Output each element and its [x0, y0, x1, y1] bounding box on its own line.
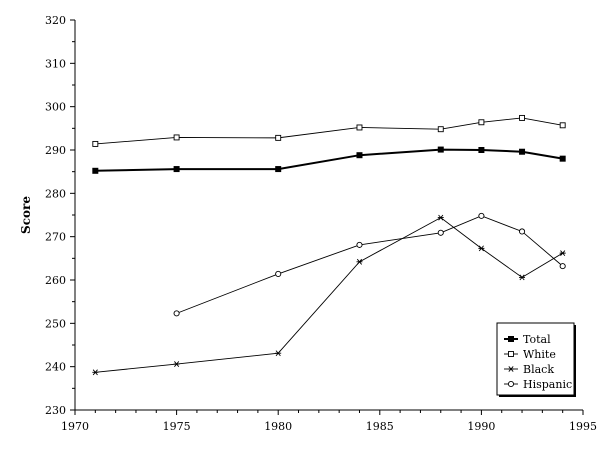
- series-line-total: [95, 148, 563, 172]
- data-point-total: [478, 147, 485, 153]
- y-tick-label: 320: [45, 14, 66, 27]
- data-point-black: [478, 245, 485, 252]
- data-point-black: [173, 361, 180, 367]
- x-tick-label: 1980: [264, 420, 292, 433]
- y-tick-label: 280: [45, 187, 66, 200]
- series-white: [92, 114, 566, 147]
- legend-marker-total: [508, 336, 514, 342]
- y-tick-label: 230: [45, 404, 66, 417]
- data-point-white: [478, 119, 485, 126]
- y-tick-label: 270: [45, 231, 66, 244]
- legend-label-hispanic: Hispanic: [523, 378, 572, 391]
- y-tick-label: 310: [45, 57, 66, 70]
- data-point-white: [437, 126, 444, 133]
- y-tick-label: 240: [45, 361, 66, 374]
- data-point-total: [519, 148, 526, 155]
- data-point-hispanic: [356, 241, 363, 248]
- y-tick-label: 250: [45, 317, 66, 330]
- data-point-black: [559, 250, 566, 257]
- series-black: [92, 214, 566, 376]
- data-point-white: [92, 140, 99, 147]
- legend-marker-black: [508, 366, 514, 372]
- series-line-black: [95, 217, 563, 373]
- x-tick-label: 1970: [61, 420, 89, 433]
- series-line-white: [95, 117, 563, 145]
- legend-label-black: Black: [523, 363, 554, 376]
- data-point-hispanic: [173, 310, 180, 317]
- data-point-hispanic: [275, 270, 282, 277]
- data-point-white: [559, 122, 566, 129]
- y-tick-label: 290: [45, 144, 66, 157]
- x-tick-label: 1995: [569, 420, 597, 433]
- legend-marker-white: [508, 351, 514, 357]
- series-layer: [92, 114, 566, 376]
- data-point-hispanic: [559, 263, 566, 270]
- series-total: [92, 146, 566, 174]
- data-point-black: [519, 274, 526, 281]
- y-axis-title: Score: [19, 196, 33, 234]
- x-tick-label: 1990: [467, 420, 495, 433]
- data-point-black: [356, 258, 363, 265]
- data-point-white: [275, 134, 282, 141]
- legend-label-white: White: [523, 348, 556, 361]
- x-tick-label: 1985: [366, 420, 394, 433]
- data-point-hispanic: [478, 212, 485, 219]
- data-point-total: [92, 167, 99, 174]
- data-point-white: [356, 124, 363, 131]
- data-point-black: [275, 350, 282, 357]
- y-tick-label: 300: [45, 101, 66, 114]
- series-hispanic: [173, 212, 566, 317]
- data-point-total: [275, 166, 282, 173]
- data-point-hispanic: [518, 228, 526, 235]
- data-point-total: [356, 152, 363, 159]
- legend: Total White Black Hispanic: [496, 322, 576, 397]
- data-point-black: [92, 369, 99, 376]
- data-point-black: [437, 214, 444, 221]
- x-tick-label: 1975: [163, 420, 191, 433]
- y-tick-label: 260: [45, 274, 66, 287]
- data-point-total: [437, 146, 444, 153]
- axes: 230 240 250 260 270 280 290 300 310 320 1970 1975 19…: [45, 14, 597, 433]
- legend-marker-hispanic: [507, 380, 515, 388]
- data-point-total: [173, 166, 180, 173]
- data-point-white: [173, 134, 180, 141]
- data-point-hispanic: [437, 229, 444, 236]
- data-point-white: [519, 114, 525, 121]
- data-point-total: [559, 155, 566, 162]
- legend-label-total: Total: [523, 333, 551, 346]
